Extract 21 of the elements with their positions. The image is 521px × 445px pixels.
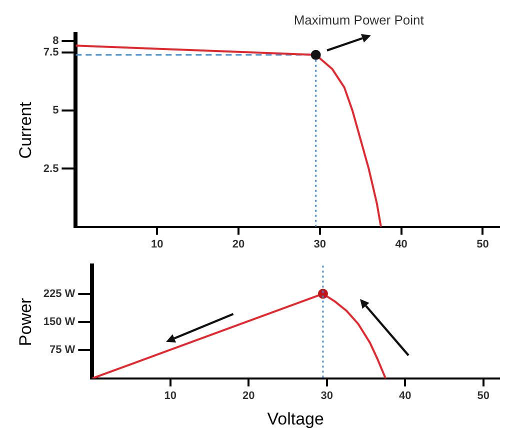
y-axis-title: Current — [16, 102, 35, 159]
y-axis-title: Power — [16, 298, 35, 346]
y-tick-label: 2.5 — [43, 162, 59, 175]
y-tick-label: 5 — [52, 104, 59, 117]
x-tick-label: 50 — [476, 238, 489, 250]
x-tick-label: 40 — [395, 238, 408, 250]
y-tick-label: 7.5 — [43, 46, 59, 59]
x-tick-label: 30 — [320, 390, 334, 402]
y-tick-label: 8 — [52, 35, 59, 47]
x-tick-label: 20 — [242, 390, 255, 402]
x-tick-label: 10 — [164, 390, 177, 402]
y-tick-label: 225 W — [43, 288, 76, 300]
x-axis-title: Voltage — [267, 409, 324, 428]
annotation: Maximum Power Point — [294, 12, 424, 28]
x-tick-label: 10 — [150, 238, 164, 250]
x-tick-label: 30 — [314, 238, 326, 250]
x-tick-label: 20 — [232, 238, 245, 250]
y-tick-label: 75 W — [50, 344, 76, 356]
x-tick-label: 40 — [398, 390, 412, 402]
y-tick-label: 150 W — [43, 316, 76, 328]
x-tick-label: 50 — [477, 390, 490, 402]
